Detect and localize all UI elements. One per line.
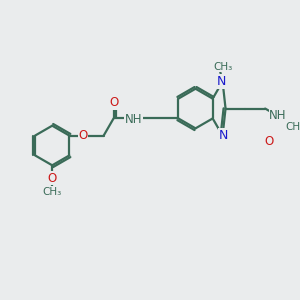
Text: NH: NH (124, 113, 142, 126)
Text: CH₃: CH₃ (43, 187, 62, 197)
Text: O: O (79, 129, 88, 142)
Text: N: N (219, 129, 228, 142)
Text: O: O (48, 172, 57, 185)
Text: O: O (264, 135, 273, 148)
Text: CH₃: CH₃ (285, 122, 300, 132)
Text: CH₃: CH₃ (214, 61, 233, 72)
Text: O: O (109, 96, 118, 109)
Text: NH: NH (269, 109, 287, 122)
Text: N: N (217, 75, 226, 88)
